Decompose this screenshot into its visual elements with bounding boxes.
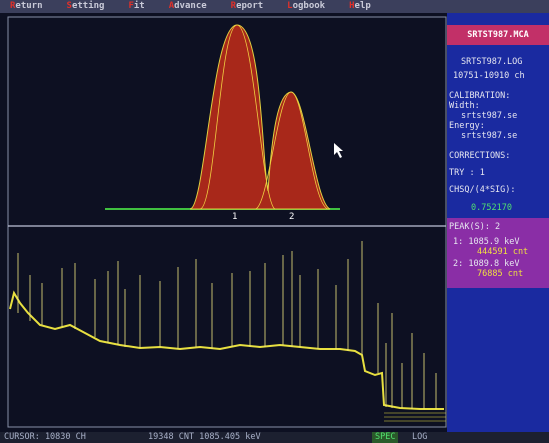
field-label: Width: bbox=[449, 101, 480, 111]
screen: Return Setting Fit Advance Report Logbook Help… bbox=[0, 0, 549, 443]
chsq-label: CHSQ/(4*SIG): bbox=[449, 185, 516, 195]
cursor-position: CURSOR: 10830 CH bbox=[4, 432, 86, 443]
channel-range: 10751-10910 ch bbox=[453, 71, 525, 81]
section-title: CALIBRATION: bbox=[449, 91, 510, 101]
menu-item[interactable]: Fit bbox=[128, 0, 144, 13]
file-name: srtst987.se bbox=[461, 111, 517, 121]
spec-indicator[interactable]: SPEC bbox=[372, 432, 398, 443]
peak-counts: 444591 cnt bbox=[477, 247, 528, 257]
spectrum-view: 1 2 bbox=[0, 13, 447, 432]
peak-energy: 2: 1089.8 keV bbox=[453, 259, 520, 269]
menu-item[interactable]: Logbook bbox=[287, 0, 325, 13]
info-panel: SRTST987.MCA SRTST987.LOG 10751-10910 ch… bbox=[447, 13, 549, 432]
file-name: srtst987.se bbox=[461, 131, 517, 141]
panel-header: SRTST987.MCA bbox=[447, 25, 549, 45]
section-title: CORRECTIONS: bbox=[449, 151, 510, 161]
peak-label: 1 bbox=[232, 212, 237, 222]
field-label: Energy: bbox=[449, 121, 485, 131]
menu-item[interactable]: Return bbox=[10, 0, 43, 13]
menu-item[interactable]: Report bbox=[231, 0, 264, 13]
peaks-box: PEAK(S): 2 1: 1085.9 keV 444591 cnt 2: 1… bbox=[447, 218, 549, 288]
log-indicator[interactable]: LOG bbox=[412, 432, 427, 443]
try-count: TRY : 1 bbox=[449, 168, 485, 178]
cursor-readout: 19348 CNT 1085.405 keV bbox=[148, 432, 261, 443]
peaks-title: PEAK(S): 2 bbox=[449, 222, 500, 232]
peak-label: 2 bbox=[289, 212, 294, 222]
status-bar: CURSOR: 10830 CH 19348 CNT 1085.405 keV … bbox=[0, 432, 549, 443]
menu-bar: Return Setting Fit Advance Report Logbook Help bbox=[0, 0, 549, 13]
menu-item[interactable]: Help bbox=[349, 0, 371, 13]
log-file: SRTST987.LOG bbox=[461, 57, 522, 67]
peak-energy: 1: 1085.9 keV bbox=[453, 237, 520, 247]
chsq-value: 0.752170 bbox=[471, 203, 512, 213]
menu-item[interactable]: Advance bbox=[169, 0, 207, 13]
menu-item[interactable]: Setting bbox=[67, 0, 105, 13]
peak-counts: 76885 cnt bbox=[477, 269, 523, 279]
